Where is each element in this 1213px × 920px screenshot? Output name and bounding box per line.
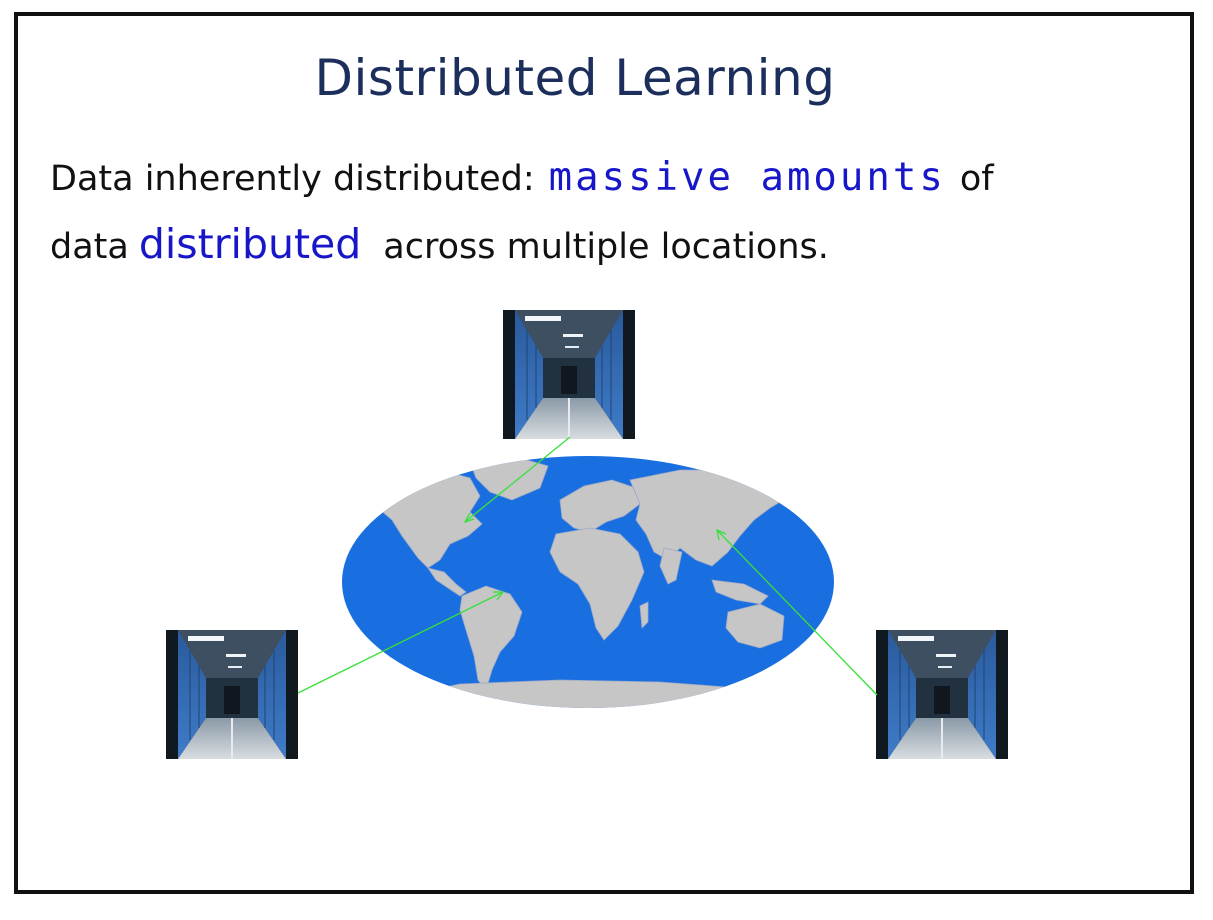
line2-suffix: across multiple locations. xyxy=(383,227,829,267)
body-line-2: data distributed across multiple locations… xyxy=(50,222,829,269)
datacenter-photo-left xyxy=(166,630,298,759)
arrow-top-to-north-america xyxy=(464,436,571,523)
datacenter-photo-right xyxy=(876,630,1008,759)
line1-highlight: massive amounts xyxy=(548,155,946,200)
line1-suffix: of xyxy=(959,159,994,199)
arrow-head-asia xyxy=(716,528,727,541)
world-map xyxy=(342,456,834,708)
arrow-left-to-south-america xyxy=(297,591,504,694)
line2-highlight: distributed xyxy=(138,220,362,268)
arrow-head-south-america xyxy=(493,591,505,601)
body-line-1: Data inherently distributed: massive amou… xyxy=(50,156,994,201)
line2-prefix: data xyxy=(50,227,129,267)
arrow-right-to-asia xyxy=(716,529,878,696)
line1-prefix: Data inherently distributed: xyxy=(50,159,535,199)
slide-title: Distributed Learning xyxy=(314,49,836,107)
location-arrows xyxy=(297,436,878,696)
arrow-head-north-america xyxy=(463,512,475,524)
datacenter-photo-top xyxy=(503,310,635,439)
